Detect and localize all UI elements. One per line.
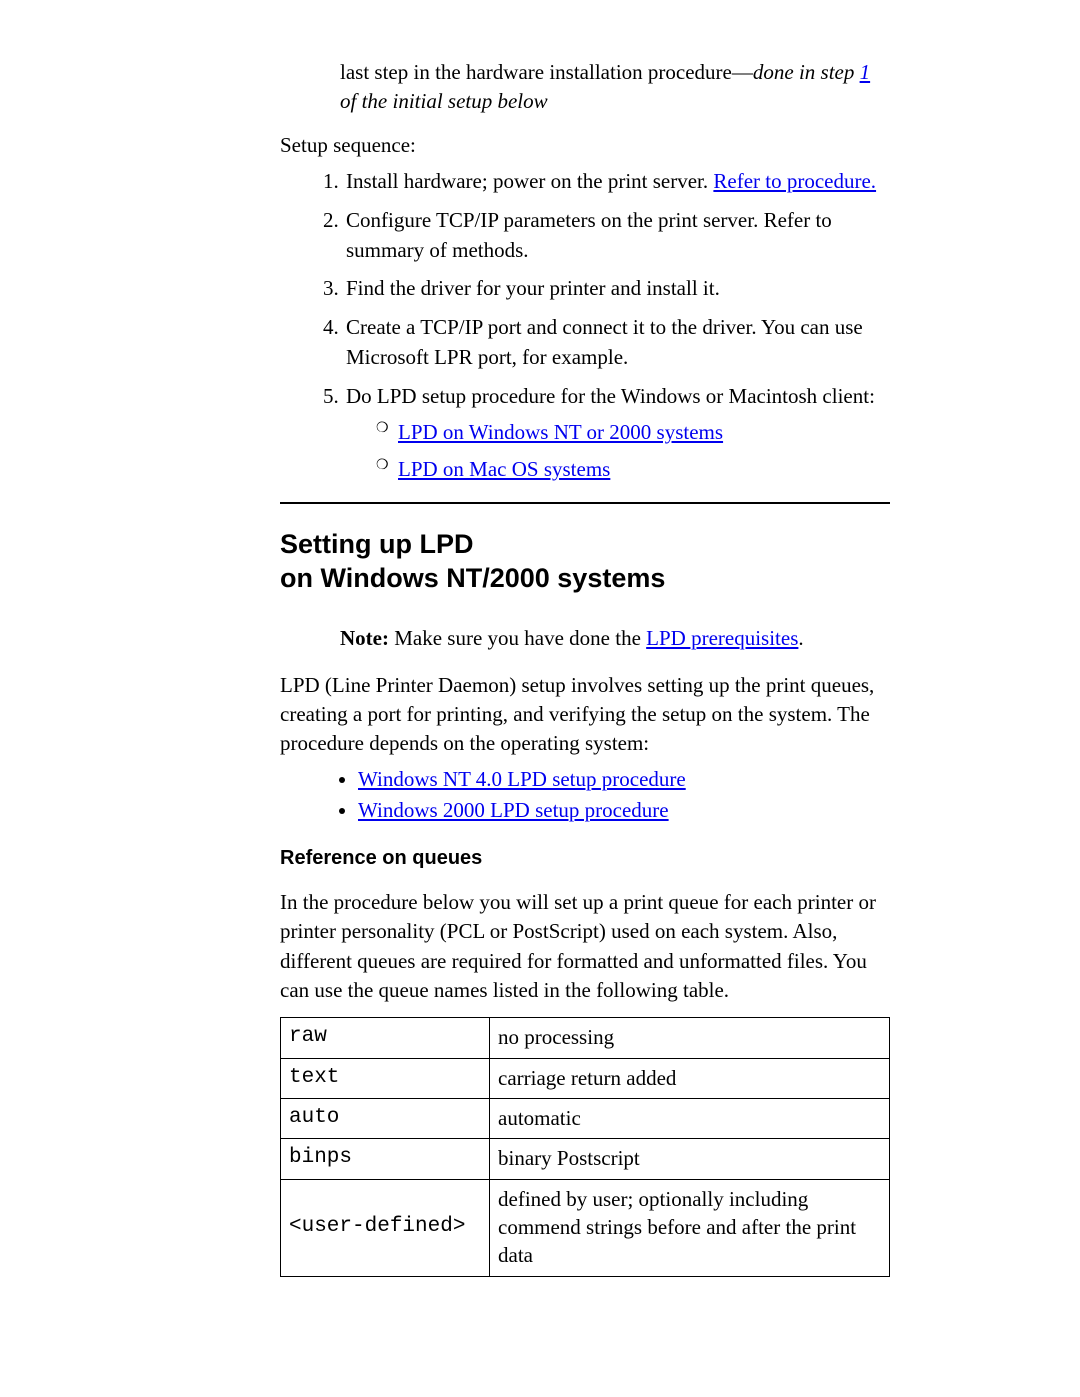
- table-row: text carriage return added: [281, 1058, 890, 1098]
- table-row: binps binary Postscript: [281, 1139, 890, 1179]
- nt4-link[interactable]: Windows NT 4.0 LPD setup procedure: [358, 767, 686, 791]
- lpd-description: LPD (Line Printer Daemon) setup involves…: [280, 671, 890, 759]
- queue-name: auto: [281, 1099, 490, 1139]
- queue-desc: carriage return added: [490, 1058, 890, 1098]
- os-item-2000: Windows 2000 LPD setup procedure: [358, 798, 890, 823]
- intro-continuation: last step in the hardware installation p…: [340, 58, 890, 117]
- os-procedure-list: Windows NT 4.0 LPD setup procedure Windo…: [280, 767, 890, 823]
- queue-desc: defined by user; optionally including co…: [490, 1179, 890, 1276]
- queue-desc: no processing: [490, 1018, 890, 1058]
- note-before: Make sure you have done the: [389, 626, 646, 650]
- queue-name: raw: [281, 1018, 490, 1058]
- setup-step-3: Find the driver for your printer and ins…: [344, 273, 890, 303]
- heading-line-2: on Windows NT/2000 systems: [280, 563, 665, 593]
- step-1-text: Install hardware; power on the print ser…: [346, 169, 713, 193]
- note-label: Note:: [340, 626, 389, 650]
- note-after: .: [798, 626, 803, 650]
- intro-italic-1: done in step: [753, 60, 860, 84]
- setup-sequence-label: Setup sequence:: [280, 131, 890, 160]
- lpd-mac-link[interactable]: LPD on Mac OS systems: [398, 457, 610, 481]
- table-row: raw no processing: [281, 1018, 890, 1058]
- queue-desc: automatic: [490, 1099, 890, 1139]
- setup-step-5: Do LPD setup procedure for the Windows o…: [344, 381, 890, 484]
- reference-heading: Reference on queues: [280, 847, 890, 870]
- queue-table: raw no processing text carriage return a…: [280, 1017, 890, 1276]
- table-row: <user-defined> defined by user; optional…: [281, 1179, 890, 1276]
- queue-name: <user-defined>: [281, 1179, 490, 1276]
- document-page: last step in the hardware installation p…: [0, 0, 1080, 1397]
- setup-step-4: Create a TCP/IP port and connect it to t…: [344, 312, 890, 373]
- heading-line-1: Setting up LPD: [280, 529, 473, 559]
- intro-italic-2: of the initial setup below: [340, 89, 548, 113]
- setup-sequence-list: Install hardware; power on the print ser…: [280, 166, 890, 484]
- refer-procedure-link[interactable]: Refer to procedure.: [713, 169, 876, 193]
- section-heading: Setting up LPD on Windows NT/2000 system…: [280, 528, 890, 596]
- lpd-prereq-link[interactable]: LPD prerequisites: [646, 626, 798, 650]
- lpd-sublist: LPD on Windows NT or 2000 systems LPD on…: [346, 417, 890, 484]
- setup-step-2: Configure TCP/IP parameters on the print…: [344, 205, 890, 266]
- reference-paragraph: In the procedure below you will set up a…: [280, 888, 890, 1006]
- sub-item-windows: LPD on Windows NT or 2000 systems: [376, 417, 890, 447]
- sub-item-mac: LPD on Mac OS systems: [376, 454, 890, 484]
- step-1-link[interactable]: 1: [860, 60, 871, 84]
- w2000-link[interactable]: Windows 2000 LPD setup procedure: [358, 798, 669, 822]
- lpd-windows-link[interactable]: LPD on Windows NT or 2000 systems: [398, 420, 723, 444]
- section-divider: [280, 502, 890, 504]
- queue-name: binps: [281, 1139, 490, 1179]
- os-item-nt: Windows NT 4.0 LPD setup procedure: [358, 767, 890, 792]
- intro-text: last step in the hardware installation p…: [340, 60, 753, 84]
- note-line: Note: Make sure you have done the LPD pr…: [340, 626, 890, 651]
- table-row: auto automatic: [281, 1099, 890, 1139]
- queue-desc: binary Postscript: [490, 1139, 890, 1179]
- queue-name: text: [281, 1058, 490, 1098]
- setup-step-1: Install hardware; power on the print ser…: [344, 166, 890, 196]
- step-5-text: Do LPD setup procedure for the Windows o…: [346, 384, 875, 408]
